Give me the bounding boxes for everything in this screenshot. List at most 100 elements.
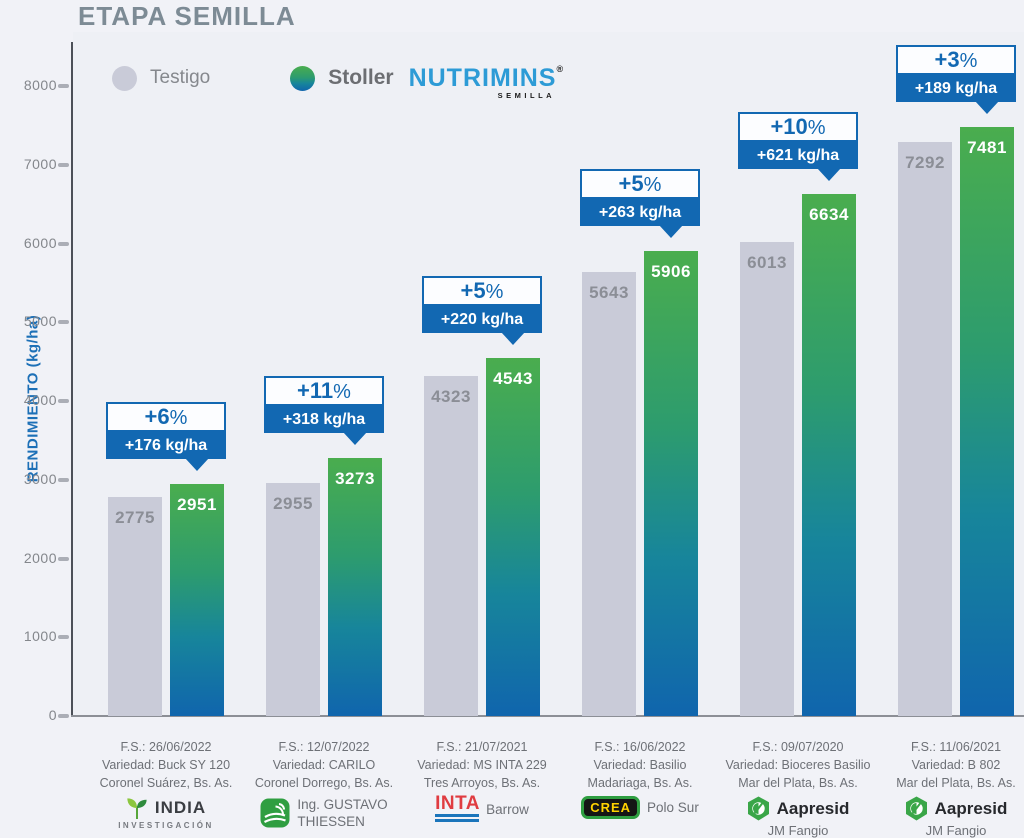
org-logo: Ing. GUSTAVO THIESSEN — [236, 796, 412, 830]
y-tick-icon — [58, 399, 69, 403]
footer-variety: Variedad: MS INTA 229 — [417, 758, 547, 772]
footer-sowing-date: F.S.: 09/07/2020 — [752, 740, 844, 754]
org-logo: CREA Polo Sur — [552, 796, 728, 819]
group-footer: F.S.: 11/06/2021 Variedad: B 802 Mar del P… — [868, 738, 1024, 838]
org-logo: Aapresid JM Fangio — [710, 796, 886, 838]
bar-testigo: 2955 — [266, 483, 320, 716]
gain-percent: +5% — [422, 276, 542, 306]
y-tick-icon — [58, 320, 69, 325]
footer-location: Coronel Dorrego, Bs. As. — [254, 776, 394, 790]
group-footer: F.S.: 26/06/2022 Variedad: Buck SY 120 Cor… — [78, 738, 254, 830]
percent-sign: % — [959, 50, 978, 72]
org-name: Barrow — [486, 801, 529, 817]
gain-kg: +176 kg/ha — [106, 432, 226, 459]
gain-percent-value: +5 — [460, 278, 486, 303]
gain-percent-value: +11 — [297, 378, 334, 403]
india-wordmark: INDIA — [154, 798, 207, 817]
percent-sign: % — [169, 407, 188, 429]
callout-pointer-icon — [975, 101, 999, 114]
aapresid-wordmark: Aapresid — [934, 798, 1008, 818]
gain-callout: +10% +621 kg/ha — [738, 112, 858, 181]
bar-value-label: 6634 — [809, 205, 849, 224]
y-tick-label: 4000 — [23, 392, 57, 408]
india-logo: INDIA — [126, 796, 206, 820]
org-name-line: THIESSEN — [297, 814, 365, 829]
inta-bar-icon — [435, 814, 480, 817]
footer-variety: Variedad: B 802 — [911, 758, 1001, 772]
nutrimins-logo: NUTRIMINS® SEMILLA — [409, 63, 564, 100]
bar-stoller: 6634 — [802, 194, 856, 716]
bar-stoller: 4543 — [486, 358, 540, 716]
footer-variety: Variedad: Buck SY 120 — [101, 758, 231, 772]
gain-kg: +621 kg/ha — [738, 142, 858, 169]
legend-stoller-swatch-icon — [290, 65, 316, 91]
x-axis-line — [71, 715, 1024, 717]
crea-logo: CREA — [581, 796, 641, 819]
y-tick-icon — [58, 84, 69, 88]
footer-variety: Variedad: CARILO — [272, 758, 376, 772]
aapresid-logo: Aapresid — [747, 796, 850, 821]
bar-value-label: 7481 — [967, 138, 1007, 157]
bar-stoller: 2951 — [170, 484, 224, 716]
group-footer: F.S.: 12/07/2022 Variedad: CARILO Coronel … — [236, 738, 412, 830]
plot-area — [73, 32, 1024, 716]
legend: Testigo Stoller NUTRIMINS® SEMILLA — [112, 63, 564, 100]
y-tick-label: 8000 — [23, 77, 57, 93]
bar-testigo: 7292 — [898, 142, 952, 716]
footer-sowing-date: F.S.: 21/07/2021 — [436, 740, 528, 754]
bar-testigo: 4323 — [424, 376, 478, 716]
india-sub-label: INVESTIGACIÓN — [118, 821, 214, 830]
bar-value-label: 3273 — [335, 469, 375, 488]
gain-percent-value: +5 — [618, 171, 644, 196]
org-logo: Aapresid JM Fangio — [868, 796, 1024, 838]
org-name: Ing. GUSTAVO THIESSEN — [297, 796, 387, 830]
bar-value-label: 2775 — [115, 508, 155, 527]
bar-stoller: 3273 — [328, 458, 382, 716]
aapresid-wordmark: Aapresid — [776, 798, 850, 818]
bar-testigo: 5643 — [582, 272, 636, 716]
y-tick-label: 5000 — [23, 313, 57, 330]
footer-location: Tres Arroyos, Bs. As. — [423, 776, 541, 790]
bar-testigo: 6013 — [740, 242, 794, 716]
gain-kg: +220 kg/ha — [422, 306, 542, 333]
gain-kg: +318 kg/ha — [264, 406, 384, 433]
gain-percent: +11% — [264, 376, 384, 406]
callout-pointer-icon — [659, 225, 683, 238]
callout-pointer-icon — [817, 168, 841, 181]
percent-sign: % — [643, 174, 662, 196]
nutrimins-sub-label: SEMILLA — [497, 90, 556, 100]
sprout-icon — [126, 796, 148, 820]
percent-sign: % — [333, 381, 351, 403]
gain-kg: +263 kg/ha — [580, 199, 700, 226]
footer-variety: Variedad: Basilio — [593, 758, 687, 772]
y-tick-label: 6000 — [23, 234, 57, 251]
gain-percent: +3% — [896, 45, 1016, 75]
org-logo: INTA Barrow — [394, 793, 570, 822]
bar-value-label: 2955 — [273, 494, 313, 513]
org-sub-label: JM Fangio — [925, 823, 987, 838]
callout-pointer-icon — [343, 432, 367, 445]
y-axis-line — [71, 42, 73, 717]
registered-mark: ® — [556, 63, 564, 74]
org-logo: INDIA INVESTIGACIÓN — [78, 796, 254, 830]
inta-wordmark: INTA — [435, 793, 481, 814]
gain-callout: +5% +263 kg/ha — [580, 169, 700, 238]
bar-value-label: 2951 — [177, 495, 217, 514]
percent-sign: % — [485, 281, 504, 303]
gain-kg: +189 kg/ha — [896, 75, 1016, 102]
bar-value-label: 5906 — [651, 262, 691, 281]
bar-value-label: 7292 — [905, 153, 945, 172]
y-tick-label: 3000 — [23, 470, 57, 487]
gain-callout: +3% +189 kg/ha — [896, 45, 1016, 114]
footer-location: Madariaga, Bs. As. — [587, 776, 693, 790]
stoller-wordmark: Stoller — [328, 66, 394, 89]
inta-bar-icon — [435, 819, 480, 822]
y-tick-icon — [58, 635, 69, 640]
group-footer: F.S.: 09/07/2020 Variedad: Bioceres Basil… — [710, 738, 886, 838]
y-tick-icon — [58, 714, 69, 718]
bar-testigo: 2775 — [108, 497, 162, 716]
group-footer: F.S.: 21/07/2021 Variedad: MS INTA 229 Tre… — [394, 738, 570, 822]
legend-testigo-swatch-icon — [112, 65, 137, 91]
y-tick-label: 7000 — [23, 155, 57, 172]
